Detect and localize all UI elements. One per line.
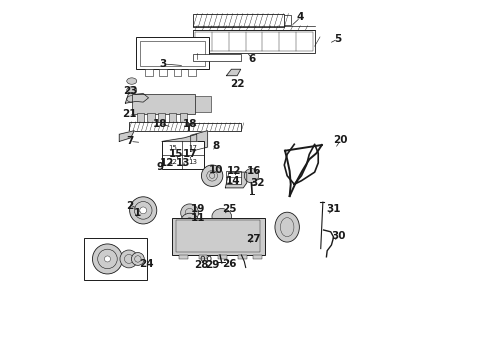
Text: 13: 13 bbox=[176, 158, 191, 168]
Text: 11: 11 bbox=[191, 212, 205, 222]
Text: 30: 30 bbox=[331, 231, 346, 242]
Bar bbox=[253, 255, 262, 259]
Polygon shape bbox=[225, 172, 247, 188]
Bar bbox=[147, 113, 155, 125]
Text: 6: 6 bbox=[248, 54, 256, 64]
Text: 24: 24 bbox=[140, 259, 154, 269]
Ellipse shape bbox=[127, 78, 137, 84]
Text: 19: 19 bbox=[191, 204, 205, 214]
Polygon shape bbox=[125, 93, 148, 103]
Text: 28: 28 bbox=[194, 260, 209, 270]
Ellipse shape bbox=[181, 213, 198, 231]
Bar bbox=[162, 141, 204, 169]
Text: 32: 32 bbox=[250, 178, 265, 188]
Bar bbox=[176, 220, 260, 252]
Text: 12: 12 bbox=[168, 159, 177, 165]
Bar bbox=[193, 30, 315, 53]
Polygon shape bbox=[226, 69, 241, 76]
Bar bbox=[193, 54, 242, 62]
Text: 15: 15 bbox=[169, 149, 184, 159]
Bar bbox=[226, 171, 242, 184]
Text: 4: 4 bbox=[296, 13, 304, 22]
Text: 20: 20 bbox=[334, 135, 348, 145]
Text: 17: 17 bbox=[188, 145, 197, 152]
Text: 12: 12 bbox=[160, 158, 174, 168]
Bar bbox=[159, 68, 167, 76]
Ellipse shape bbox=[181, 204, 198, 222]
Text: 14: 14 bbox=[226, 176, 241, 186]
Text: 26: 26 bbox=[221, 259, 236, 269]
Bar bbox=[188, 68, 196, 76]
Text: 15: 15 bbox=[168, 145, 177, 152]
Text: 21: 21 bbox=[122, 109, 136, 119]
Bar bbox=[129, 122, 188, 131]
Bar bbox=[83, 238, 147, 280]
Text: 7: 7 bbox=[126, 136, 134, 147]
Text: 10: 10 bbox=[208, 165, 223, 175]
Text: 22: 22 bbox=[231, 78, 245, 89]
Text: 18: 18 bbox=[153, 118, 167, 129]
Bar bbox=[173, 68, 181, 76]
Text: 8: 8 bbox=[212, 141, 220, 151]
Polygon shape bbox=[191, 131, 207, 152]
Text: 31: 31 bbox=[326, 204, 341, 214]
Text: 13: 13 bbox=[188, 159, 197, 165]
Ellipse shape bbox=[275, 212, 299, 242]
Bar bbox=[172, 217, 265, 255]
Ellipse shape bbox=[131, 252, 144, 265]
Polygon shape bbox=[119, 131, 134, 141]
Bar bbox=[195, 32, 313, 51]
Ellipse shape bbox=[212, 208, 232, 224]
Ellipse shape bbox=[127, 96, 137, 102]
Bar bbox=[132, 94, 195, 114]
Ellipse shape bbox=[140, 207, 147, 214]
Text: 3: 3 bbox=[159, 59, 167, 69]
Text: 2: 2 bbox=[126, 201, 134, 211]
Bar bbox=[136, 37, 209, 69]
Text: 9: 9 bbox=[156, 162, 164, 172]
Bar bbox=[180, 113, 187, 125]
Bar bbox=[198, 255, 207, 259]
Bar bbox=[284, 15, 291, 25]
Bar bbox=[193, 14, 284, 27]
Bar bbox=[189, 123, 242, 131]
Bar bbox=[169, 113, 176, 125]
Bar bbox=[137, 113, 144, 125]
Text: 23: 23 bbox=[122, 86, 137, 96]
Ellipse shape bbox=[120, 250, 138, 268]
Bar bbox=[140, 41, 205, 66]
Ellipse shape bbox=[201, 165, 223, 186]
Text: 12: 12 bbox=[226, 166, 241, 176]
Bar bbox=[145, 68, 153, 76]
Bar bbox=[218, 255, 227, 259]
Bar bbox=[158, 113, 165, 125]
Ellipse shape bbox=[245, 168, 259, 183]
Text: 16: 16 bbox=[246, 166, 261, 176]
Text: 27: 27 bbox=[246, 234, 261, 244]
Ellipse shape bbox=[104, 256, 110, 262]
Ellipse shape bbox=[127, 87, 137, 93]
Text: 1: 1 bbox=[133, 208, 141, 218]
Polygon shape bbox=[162, 134, 197, 141]
Ellipse shape bbox=[93, 244, 122, 274]
Text: 25: 25 bbox=[221, 204, 236, 214]
Ellipse shape bbox=[130, 197, 157, 224]
Text: 5: 5 bbox=[334, 34, 342, 44]
Text: 18: 18 bbox=[182, 118, 197, 129]
Bar bbox=[238, 255, 247, 259]
Bar bbox=[195, 96, 211, 112]
Bar bbox=[179, 255, 188, 259]
Text: 17: 17 bbox=[182, 149, 197, 159]
Text: 29: 29 bbox=[205, 260, 220, 270]
